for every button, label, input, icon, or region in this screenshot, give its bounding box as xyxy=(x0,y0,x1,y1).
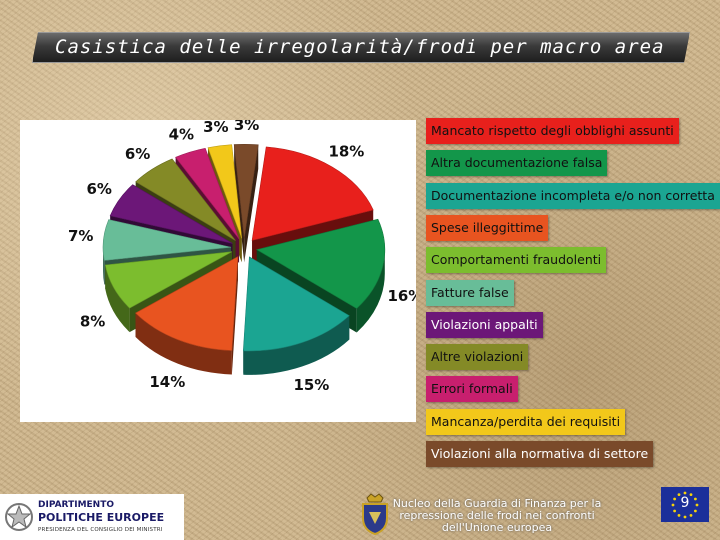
pie-chart: 18% 16% 15% 14% 8% 7% 6% 6% 4% 3% 3% xyxy=(68,120,416,394)
legend-item-7: Violazioni appalti xyxy=(426,311,543,338)
page-number-badge: 9 xyxy=(661,487,709,522)
pie-slice-side-11 xyxy=(234,144,259,263)
legend-item-1: Mancato rispetto degli obblighi assunti xyxy=(426,118,679,144)
pie-slice-8 xyxy=(135,158,236,241)
pie-value-label-6: 7% xyxy=(68,227,93,245)
italian-emblem-icon xyxy=(5,503,33,531)
legend-item-10: Mancanza/perdita dei requisiti xyxy=(426,408,626,435)
page-title: Casistica delle irregolarità/frodi per m… xyxy=(55,36,665,58)
pie-slice-9 xyxy=(175,147,240,240)
legend-item-11: Violazioni alla normativa di settore xyxy=(426,441,654,467)
department-line-2: POLITICHE EUROPEE xyxy=(38,511,165,524)
pie-value-label-8: 6% xyxy=(125,145,150,163)
department-logo: DIPARTIMENTO POLITICHE EUROPEE PRESIDENZ… xyxy=(0,494,184,540)
legend-item-8: Altre violazioni xyxy=(426,344,529,371)
legend-item-9: Errori formali xyxy=(426,376,518,403)
pie-value-label-4: 14% xyxy=(149,373,185,391)
pie-value-label-11: 3% xyxy=(234,120,259,134)
legend-item-3: Documentazione incompleta e/o non corret… xyxy=(426,182,720,209)
guardia-di-finanza-crest-icon xyxy=(362,493,388,536)
pie-value-label-7: 6% xyxy=(86,180,111,198)
pie-value-label-3: 15% xyxy=(293,376,329,394)
pie-slice-2 xyxy=(256,218,386,309)
footer-caption: Nucleo della Guardia di Finanza per la r… xyxy=(392,497,602,534)
page-number: 9 xyxy=(680,495,690,511)
legend-item-2: Altra documentazione falsa xyxy=(426,150,608,177)
legend-item-6: Fatture false xyxy=(426,279,514,306)
pie-slice-10 xyxy=(207,144,243,239)
department-line-1: DIPARTIMENTO xyxy=(38,500,114,510)
pie-slice-6 xyxy=(102,219,232,261)
legend-item-5: Comportamenti fraudolenti xyxy=(426,247,607,274)
department-line-3: PRESIDENZA DEL CONSIGLIO DEI MINISTRI xyxy=(38,527,163,533)
pie-value-label-10: 3% xyxy=(203,120,228,136)
chart-legend: Mancato rispetto degli obblighi assunti A… xyxy=(426,118,720,478)
pie-value-label-1: 18% xyxy=(328,143,364,161)
pie-slice-5 xyxy=(104,251,233,309)
pie-slice-4 xyxy=(135,256,239,351)
legend-item-4: Spese illeggittime xyxy=(426,214,549,241)
pie-slice-3 xyxy=(242,256,350,352)
title-bar xyxy=(32,32,690,63)
pie-slice-7 xyxy=(109,184,233,244)
pie-value-label-2: 16% xyxy=(387,287,416,305)
pie-value-label-9: 4% xyxy=(169,125,194,143)
pie-value-label-5: 8% xyxy=(80,313,105,331)
pie-slice-1 xyxy=(251,146,374,241)
pie-chart-panel: 18% 16% 15% 14% 8% 7% 6% 6% 4% 3% 3% xyxy=(20,120,416,422)
pie-slice-11 xyxy=(233,143,259,239)
eu-stars-icon xyxy=(671,491,699,519)
